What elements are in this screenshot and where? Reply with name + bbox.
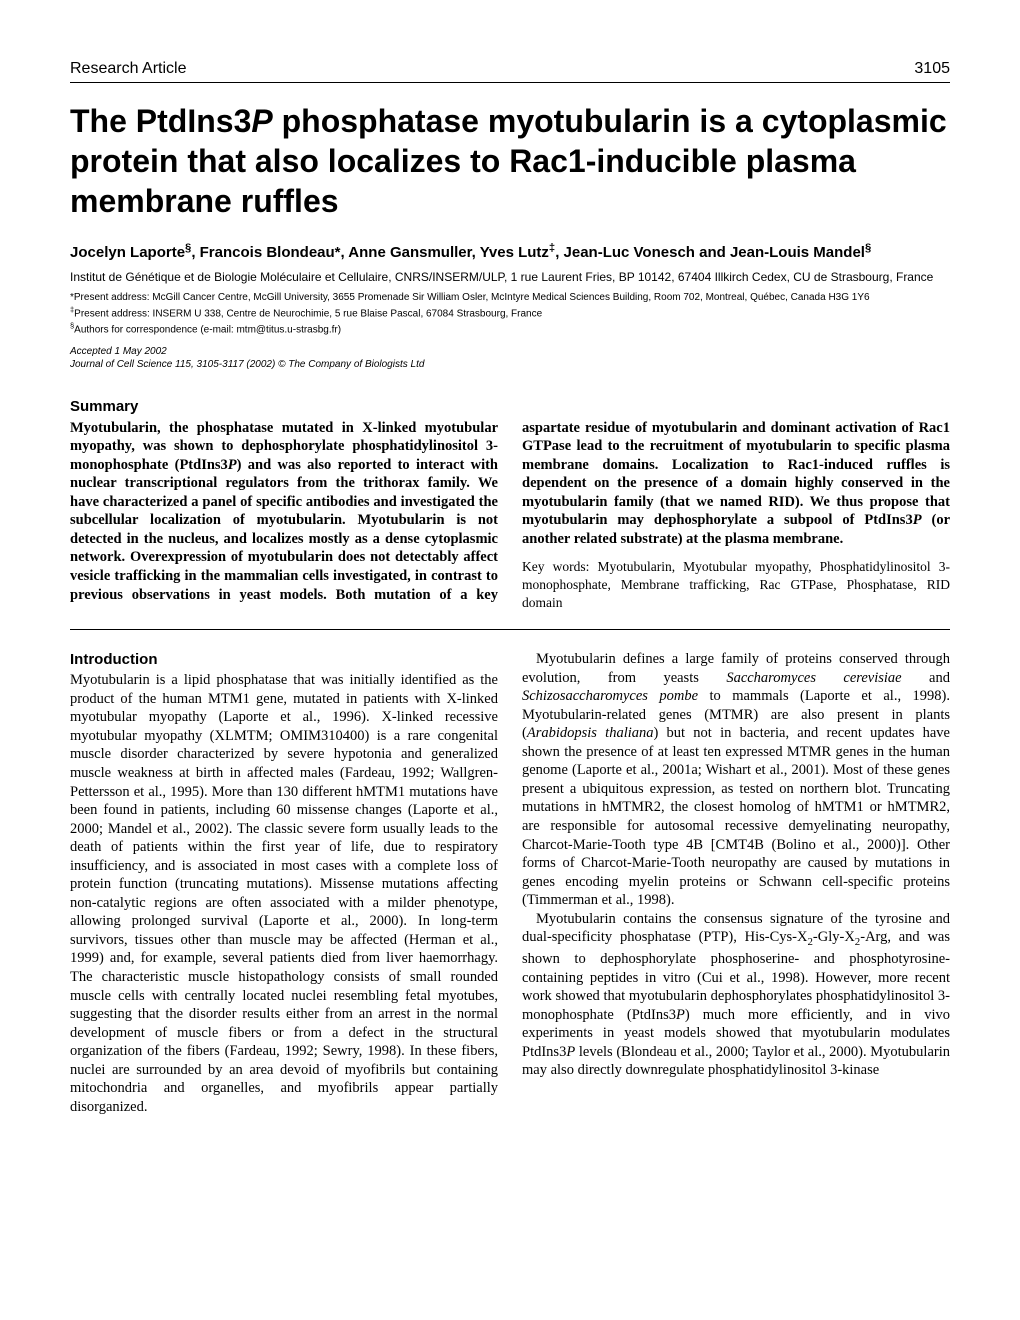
- journal-ref: Journal of Cell Science 115, 3105-3117 (…: [70, 359, 424, 370]
- section-label: Research Article: [70, 60, 187, 78]
- accepted-line: Accepted 1 May 2002 Journal of Cell Scie…: [70, 345, 950, 372]
- affiliation: Institut de Génétique et de Biologie Mol…: [70, 269, 950, 285]
- intro-p2: Myotubularin defines a large family of p…: [522, 650, 950, 910]
- page-number: 3105: [914, 60, 950, 78]
- page-header: Research Article 3105: [70, 60, 950, 83]
- intro-p1: Myotubularin is a lipid phosphatase that…: [70, 672, 498, 1115]
- article-title: The PtdIns3P phosphatase myotubularin is…: [70, 101, 950, 221]
- introduction-block: Introduction Myotubularin is a lipid pho…: [70, 650, 950, 1116]
- summary-heading: Summary: [70, 398, 950, 415]
- authors: Jocelyn Laporte§, Francois Blondeau*, An…: [70, 241, 950, 263]
- intro-p3: Myotubularin contains the consensus sign…: [522, 910, 950, 1080]
- present-addresses: *Present address: McGill Cancer Centre, …: [70, 291, 950, 336]
- introduction-heading: Introduction: [70, 650, 498, 669]
- keywords: Key words: Myotubularin, Myotubular myop…: [522, 558, 950, 611]
- accepted-date: Accepted 1 May 2002: [70, 346, 167, 357]
